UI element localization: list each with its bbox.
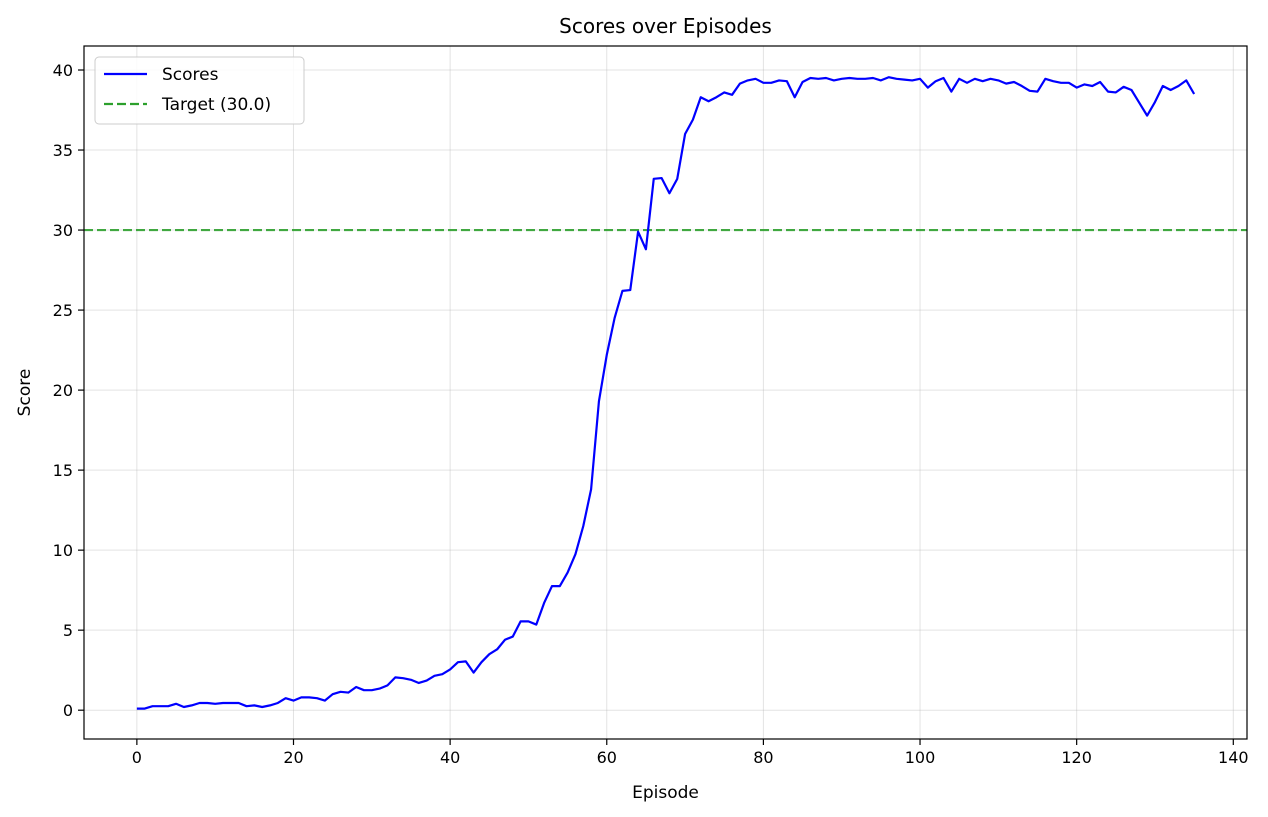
scores-line — [136, 76, 1196, 710]
axes-frame — [83, 45, 1248, 740]
x-tick-label: 80 — [753, 748, 773, 767]
legend-label-target: Target (30.0) — [161, 95, 271, 115]
x-axis-label: Episode — [632, 783, 699, 803]
legend-label-scores: Scores — [162, 65, 219, 85]
y-tick-label: 20 — [53, 381, 73, 400]
x-tick-label: 20 — [283, 748, 303, 767]
y-tick-label: 15 — [53, 461, 73, 480]
legend: Scores Target (30.0) — [94, 56, 305, 125]
y-tick-label: 0 — [63, 701, 73, 720]
y-tick-label: 35 — [53, 141, 73, 160]
y-axis-label: Score — [15, 369, 35, 417]
x-tick-label: 100 — [905, 748, 936, 767]
grid — [84, 46, 1247, 739]
x-tick-label: 120 — [1061, 748, 1092, 767]
y-tick-label: 30 — [53, 221, 73, 240]
x-tick-label: 60 — [597, 748, 617, 767]
y-axis-ticks: 0 5 10 15 20 25 30 35 40 — [53, 61, 84, 720]
x-tick-label: 40 — [440, 748, 460, 767]
x-tick-label: 140 — [1218, 748, 1249, 767]
x-tick-label: 0 — [132, 748, 142, 767]
chart-title: Scores over Episodes — [559, 14, 772, 38]
y-tick-label: 10 — [53, 541, 73, 560]
y-tick-label: 25 — [53, 301, 73, 320]
legend-box — [94, 56, 305, 125]
y-tick-label: 5 — [63, 621, 73, 640]
y-tick-label: 40 — [53, 61, 73, 80]
x-axis-ticks: 0 20 40 60 80 100 120 140 — [132, 739, 1249, 767]
series-group — [136, 76, 1196, 710]
